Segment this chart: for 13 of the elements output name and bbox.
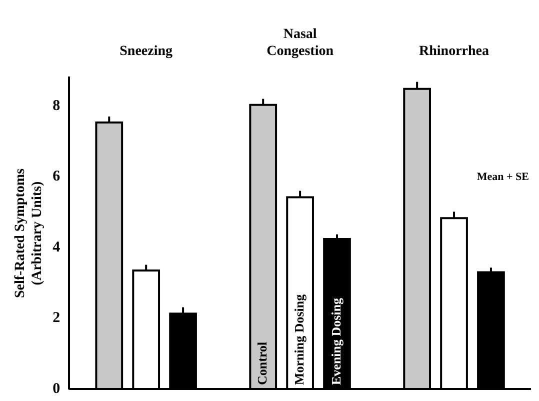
y-axis-title: Self-Rated Symptoms (Arbitrary Units) bbox=[13, 168, 45, 298]
y-tick-label: 4 bbox=[52, 239, 61, 256]
y-tick-label: 2 bbox=[52, 310, 60, 326]
x-tick-label: Sneezing bbox=[120, 44, 173, 59]
y-tick-label: 0 bbox=[52, 380, 60, 397]
series-label: Control bbox=[254, 342, 270, 385]
annotation: Mean + SE bbox=[476, 171, 529, 184]
series-label: Morning Dosing bbox=[291, 294, 306, 385]
series-label: Evening Dosing bbox=[328, 297, 344, 385]
y-tick-label: 6 bbox=[52, 168, 61, 185]
x-tick-label: Rhinorrhea bbox=[419, 44, 490, 59]
x-tick-label: Nasal Congestion bbox=[266, 27, 334, 59]
y-tick-label: 8 bbox=[52, 98, 60, 114]
